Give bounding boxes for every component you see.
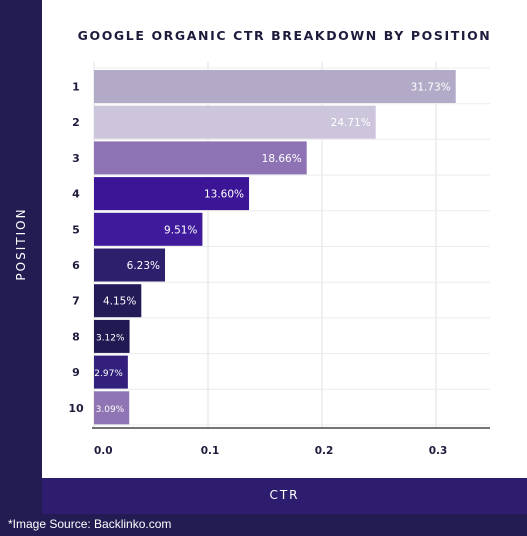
bar-value-label: 13.60% bbox=[204, 189, 244, 201]
category-label: 3 bbox=[72, 152, 80, 165]
category-label: 1 bbox=[72, 81, 80, 94]
bar bbox=[94, 70, 456, 103]
bar-value-label: 6.23% bbox=[127, 260, 160, 272]
bar bbox=[94, 391, 130, 425]
category-label: 5 bbox=[72, 223, 80, 236]
category-label: 9 bbox=[72, 366, 80, 379]
bar-value-label: 18.66% bbox=[262, 153, 302, 165]
bar bbox=[94, 105, 376, 139]
x-axis-label: CTR bbox=[269, 488, 300, 502]
category-label: 4 bbox=[72, 188, 80, 201]
bar-value-label: 9.51% bbox=[164, 224, 197, 236]
bar-value-label: 24.71% bbox=[331, 117, 371, 129]
bar-value-label: 3.09% bbox=[96, 405, 125, 415]
bar-value-label: 3.12% bbox=[96, 333, 125, 343]
bar bbox=[94, 319, 130, 353]
bar bbox=[94, 284, 142, 318]
image-source-note: *Image Source: Backlinko.com bbox=[8, 517, 172, 531]
bar-chart: 31.73% 1 24.71% 2 18.66% 3 13.60% 4 9.51% 5 6.23% 6… bbox=[68, 62, 490, 457]
category-label: 2 bbox=[72, 116, 80, 129]
x-tick-label: 0.1 bbox=[201, 445, 220, 457]
category-label: 6 bbox=[72, 259, 80, 272]
bar bbox=[94, 212, 203, 246]
category-label: 8 bbox=[72, 330, 80, 343]
bar-value-label: 4.15% bbox=[103, 296, 136, 308]
x-tick-label: 0.3 bbox=[429, 445, 448, 457]
x-tick-label: 0.0 bbox=[94, 445, 113, 457]
bar bbox=[94, 355, 128, 389]
x-axis-band: CTR bbox=[42, 478, 527, 514]
bar bbox=[94, 141, 307, 175]
category-label: 10 bbox=[68, 402, 84, 415]
x-tick-label: 0.2 bbox=[315, 445, 334, 457]
chart-title: GOOGLE ORGANIC CTR BREAKDOWN BY POSITION bbox=[77, 28, 492, 43]
bar-value-label: 31.73% bbox=[411, 82, 451, 94]
bar-value-label: 2.97% bbox=[94, 369, 123, 379]
bar bbox=[94, 248, 166, 282]
bar bbox=[94, 177, 250, 211]
category-label: 7 bbox=[72, 295, 80, 308]
